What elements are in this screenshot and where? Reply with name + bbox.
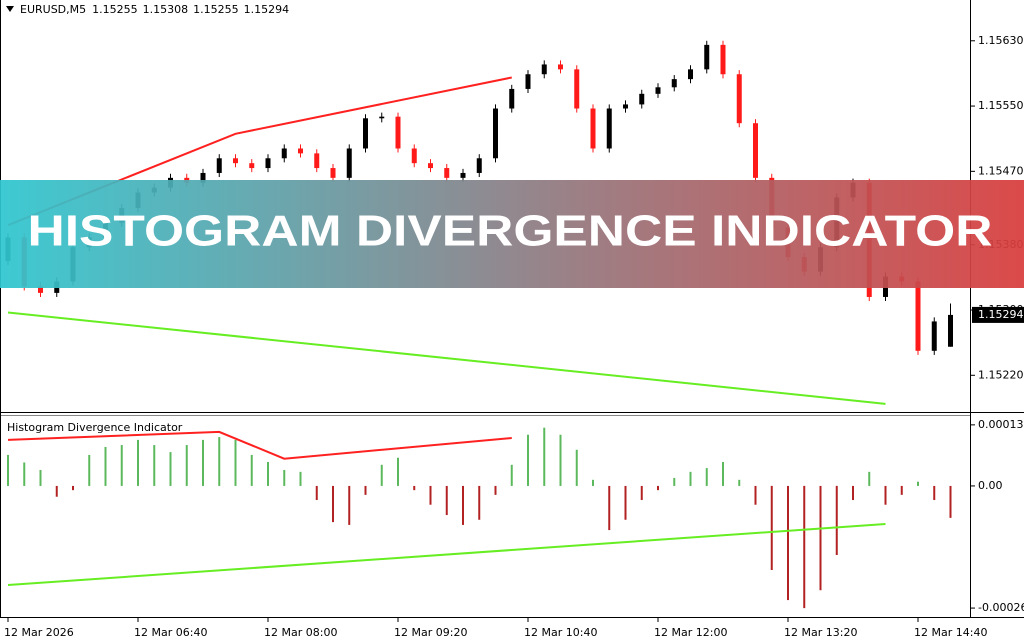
- candle-body: [509, 88, 515, 109]
- y-tick-label: 0.00: [978, 479, 1003, 492]
- menu-arrow[interactable]: [6, 6, 14, 12]
- x-tick-label: 12 Mar 09:20: [394, 626, 467, 639]
- x-tick-label: 12 Mar 12:00: [654, 626, 727, 639]
- y-tick-label: 1.15470: [978, 164, 1024, 177]
- candle-body: [493, 108, 498, 159]
- candle-body: [931, 321, 937, 351]
- candle-body: [314, 153, 320, 169]
- last-open: 1.15255: [92, 3, 138, 16]
- x-tick-label: 12 Mar 13:20: [784, 626, 857, 639]
- y-tick-label: 1.15630: [978, 34, 1024, 47]
- trend-line: [7, 522, 886, 587]
- last-high: 1.15308: [143, 3, 189, 16]
- candle-body: [720, 44, 726, 75]
- chart-header: EURUSD,M5 1.15255 1.15308 1.15255 1.15294 Hi…: [6, 3, 289, 434]
- candle-body: [541, 64, 547, 75]
- candle-body: [346, 148, 352, 178]
- candle-body: [655, 87, 661, 94]
- candle-body: [444, 168, 450, 178]
- y-tick-label: 1.15550: [978, 99, 1024, 112]
- candle-body: [265, 158, 271, 169]
- symbol: EURUSD,M5: [20, 3, 86, 16]
- candle-body: [639, 93, 645, 105]
- symbol-info: EURUSD,M5 1.15255 1.15308 1.15255 1.15294: [20, 3, 289, 16]
- candle-body: [38, 286, 43, 293]
- candle-body: [428, 163, 433, 169]
- trend-line: [7, 430, 512, 460]
- x-tick-label: 12 Mar 06:40: [134, 626, 207, 639]
- banner: HISTOGRAM DIVERGENCE INDICATOR: [0, 180, 1024, 288]
- candle-body: [379, 116, 385, 119]
- candle-body: [606, 108, 612, 149]
- candle-body: [330, 168, 336, 178]
- candle-body: [460, 172, 466, 178]
- candle-body: [671, 79, 677, 88]
- candle-body: [623, 104, 628, 109]
- candle-body: [411, 148, 417, 164]
- candle-body: [704, 44, 710, 70]
- candle-body: [395, 116, 401, 149]
- candle-body: [590, 108, 596, 149]
- y-tick-label: -0.00026: [978, 601, 1024, 614]
- price-label-box: [972, 306, 1024, 323]
- candle-body: [200, 172, 206, 183]
- candle-body: [753, 123, 758, 178]
- indicator-title: Histogram Divergence Indicator: [7, 421, 183, 434]
- candle-body: [688, 69, 693, 80]
- candle-body: [249, 163, 255, 169]
- candle-body: [281, 148, 287, 159]
- y-tick-label: 1.15220: [978, 368, 1024, 381]
- candle-body: [574, 69, 580, 109]
- x-tick-label: 12 Mar 14:40: [914, 626, 987, 639]
- candle-body: [525, 74, 531, 89]
- last-close: 1.15294: [244, 3, 290, 16]
- price-label: 1.15294: [978, 308, 1024, 321]
- candle-body: [233, 158, 238, 164]
- candle-body: [948, 314, 953, 347]
- candle-body: [558, 64, 563, 70]
- candle-body: [298, 148, 303, 154]
- candle-body: [915, 281, 921, 351]
- y-tick-label: 0.00013: [978, 418, 1024, 431]
- banner-title: HISTOGRAM DIVERGENCE INDICATOR: [28, 207, 993, 256]
- plot-area: 1.156301.155501.154701.153801.153001.152…: [4, 34, 1024, 639]
- trend-line: [7, 311, 886, 405]
- banner-background: [0, 180, 1024, 288]
- x-tick-label: 12 Mar 2026: [4, 626, 74, 639]
- candle-body: [363, 118, 368, 149]
- last-low: 1.15255: [193, 3, 239, 16]
- x-tick-label: 12 Mar 10:40: [524, 626, 597, 639]
- x-tick-label: 12 Mar 08:00: [264, 626, 337, 639]
- candle-body: [216, 158, 222, 173]
- candle-body: [736, 74, 742, 124]
- candle-body: [476, 158, 482, 173]
- frame: [0, 0, 1024, 618]
